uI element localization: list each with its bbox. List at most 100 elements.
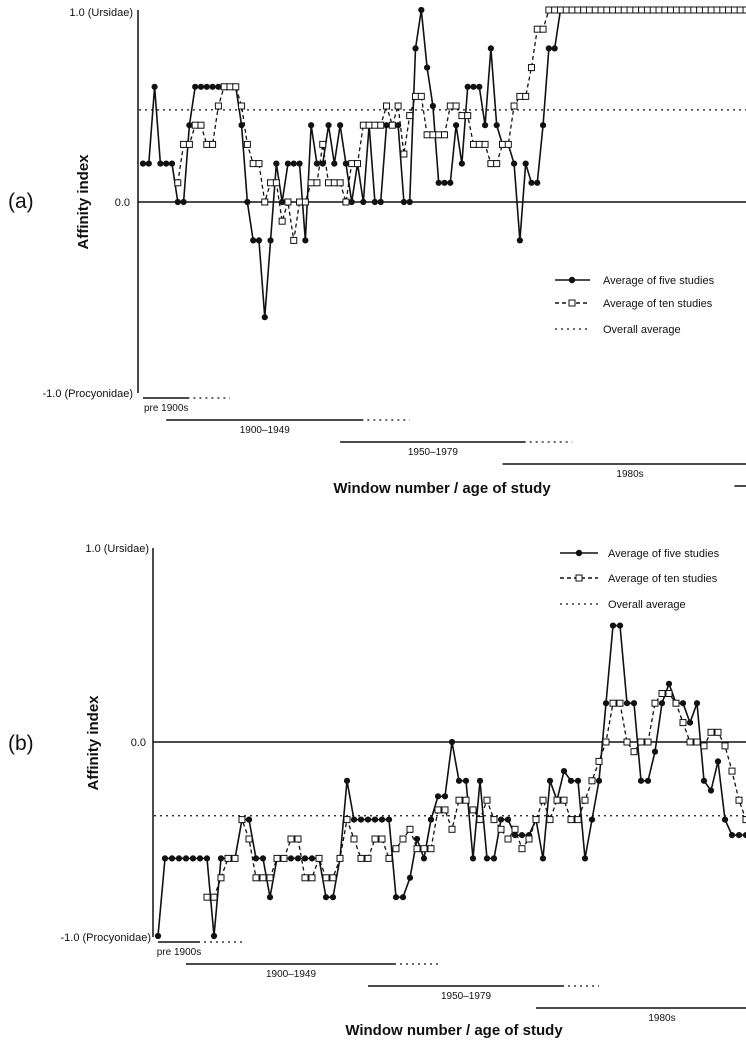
ten-studies-point	[690, 6, 698, 14]
five-studies-point	[581, 855, 589, 862]
ten-studies-point	[209, 140, 217, 148]
five-studies-point	[511, 832, 519, 839]
five-studies-point	[189, 855, 197, 862]
ten-studies-point	[588, 777, 596, 785]
five-studies-point	[342, 160, 350, 167]
ten-studies-point	[581, 796, 589, 804]
five-studies-point	[175, 855, 183, 862]
five-studies-point	[400, 198, 408, 206]
legend-label-five-b: Average of five studies	[608, 548, 720, 560]
five-studies-point	[174, 198, 181, 206]
ten-studies-point	[441, 806, 449, 814]
five-studies-point	[560, 768, 568, 775]
panel-a: (a) Affinity index 1.0 (Ursidae) 0.0 -1.…	[8, 6, 746, 497]
five-studies-point	[470, 83, 477, 90]
ten-studies-point	[644, 738, 652, 746]
period-label-2: 1950–1979	[408, 447, 458, 458]
y-axis-label-a: Affinity index	[75, 154, 92, 250]
five-studies-point	[427, 816, 435, 823]
ten-studies-point	[469, 806, 477, 814]
ten-studies-point	[481, 140, 489, 148]
ten-studies-point	[354, 160, 362, 168]
ten-studies-point	[174, 179, 182, 187]
ten-studies-point	[378, 835, 386, 843]
five-studies-point	[259, 855, 267, 862]
five-studies-point	[679, 700, 687, 707]
ten-studies-point	[735, 796, 743, 804]
ten-studies-point	[313, 179, 321, 187]
ten-studies-point	[637, 738, 645, 746]
five-studies-point	[284, 160, 292, 167]
ten-studies-point	[556, 6, 564, 14]
ten-studies-point	[399, 835, 407, 843]
five-studies-point	[139, 160, 147, 167]
ten-studies-point	[742, 6, 746, 14]
five-studies-point	[483, 855, 491, 862]
five-studies-point	[364, 816, 372, 823]
ten-studies-point	[224, 854, 232, 862]
ten-studies-line-b	[207, 692, 746, 898]
ten-studies-point	[667, 6, 675, 14]
legend-b: Average of five studies Average of ten s…	[560, 548, 720, 611]
ten-studies-point	[580, 6, 588, 14]
ten-studies-point	[700, 742, 708, 750]
ten-studies-point	[626, 6, 634, 14]
y-tick-bottom-a: -1.0 (Procyonidae)	[43, 388, 134, 400]
period-label-1: 1900–1949	[266, 969, 316, 980]
five-studies-point	[186, 122, 193, 129]
ten-studies-point	[238, 816, 246, 824]
five-studies-point	[217, 855, 225, 862]
five-studies-point	[434, 793, 442, 800]
five-studies-line-b	[157, 624, 746, 937]
ten-studies-point	[498, 140, 506, 148]
five-studies-point	[350, 816, 358, 823]
five-studies-point	[203, 855, 211, 862]
ten-studies-point	[319, 140, 327, 148]
period-label-0: pre 1900s	[157, 947, 201, 958]
ten-studies-point	[532, 816, 540, 824]
ten-studies-point	[197, 121, 205, 129]
series-group-b	[154, 622, 746, 940]
five-studies-point	[462, 777, 470, 784]
five-studies-point	[412, 45, 419, 52]
ten-studies-point	[308, 874, 316, 882]
ten-studies-point	[533, 25, 541, 33]
five-studies-point	[192, 83, 199, 90]
ten-studies-point	[602, 738, 610, 746]
five-studies-point	[534, 179, 541, 186]
five-studies-point	[651, 748, 659, 755]
ten-studies-point	[261, 198, 269, 206]
ten-studies-point	[516, 92, 524, 100]
ten-studies-point	[638, 6, 646, 14]
ten-studies-point	[620, 6, 628, 14]
five-studies-point	[287, 855, 295, 862]
five-studies-point	[238, 122, 245, 129]
five-studies-point	[308, 855, 316, 862]
ten-studies-point	[719, 6, 727, 14]
five-studies-point	[209, 83, 216, 90]
ten-studies-point	[325, 179, 333, 187]
ten-studies-point	[412, 92, 420, 100]
ten-studies-point	[493, 160, 501, 168]
five-studies-point	[518, 832, 526, 839]
ten-studies-point	[435, 131, 443, 139]
ten-studies-point	[546, 816, 554, 824]
five-studies-point	[250, 237, 257, 244]
ten-studies-point	[350, 835, 358, 843]
five-studies-point	[168, 855, 176, 862]
five-studies-point	[273, 160, 280, 167]
ten-studies-point	[655, 6, 663, 14]
legend-label-ten-a: Average of ten studies	[603, 298, 713, 310]
ten-studies-point	[504, 835, 512, 843]
five-studies-point	[319, 160, 326, 167]
ten-studies-point	[214, 102, 222, 110]
five-studies-point	[383, 122, 390, 129]
five-studies-point	[290, 160, 297, 167]
ten-studies-point	[568, 6, 576, 14]
five-studies-point	[686, 719, 694, 726]
ten-studies-point	[392, 845, 400, 853]
five-studies-point	[182, 855, 190, 862]
ten-studies-point	[322, 874, 330, 882]
ten-studies-point	[255, 160, 263, 168]
panel-b: (b) Affinity index 1.0 (Ursidae) 0.0 -1.…	[8, 543, 746, 1039]
